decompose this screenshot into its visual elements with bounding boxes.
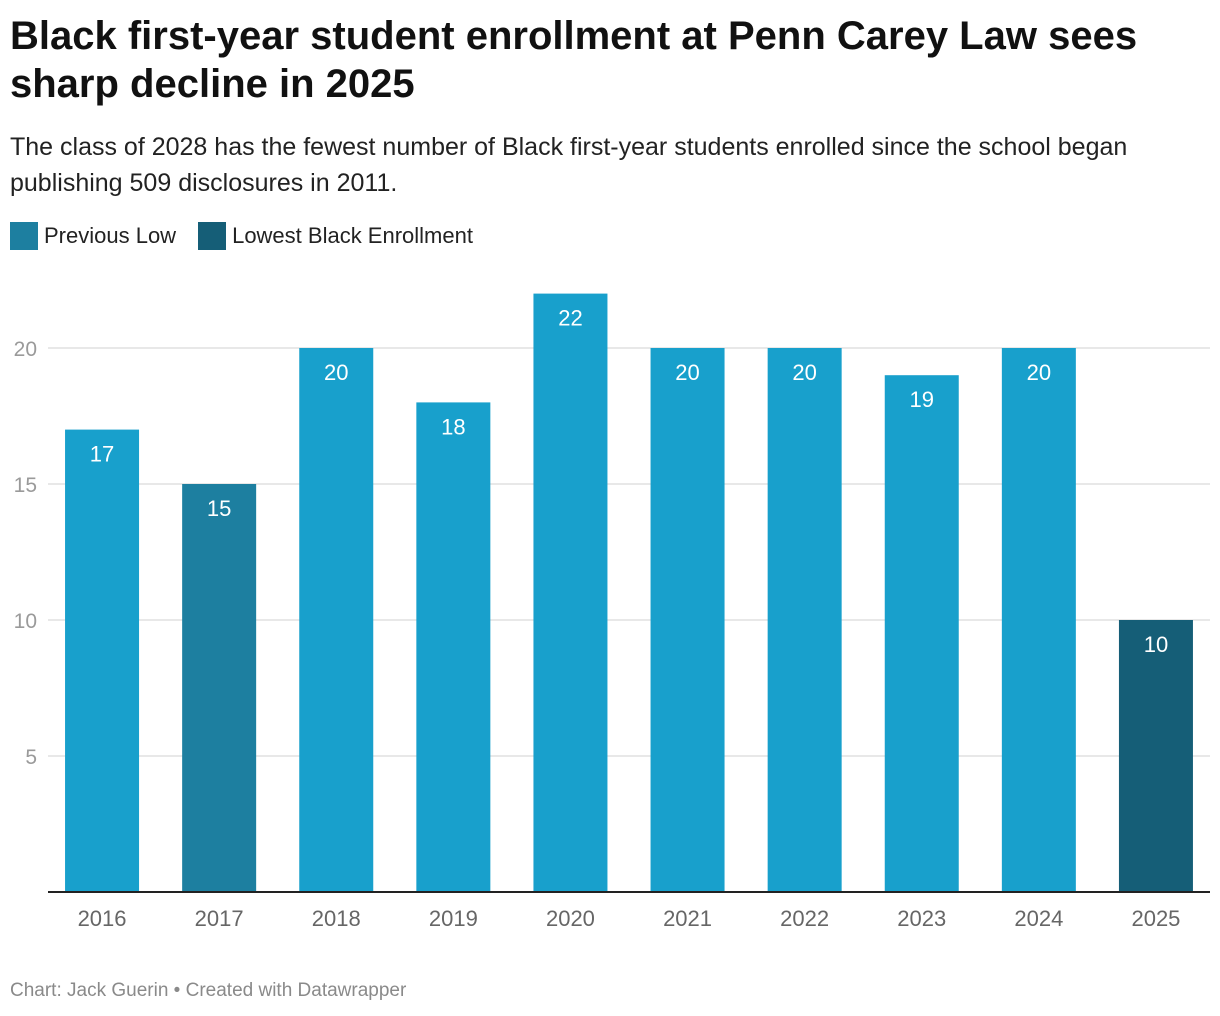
chart-subtitle: The class of 2028 has the fewest number … <box>10 133 1128 197</box>
x-tick-label: 2022 <box>780 906 829 931</box>
chart-credit: Chart: Jack Guerin • Created with Datawr… <box>10 980 407 1001</box>
x-tick-label: 2016 <box>78 906 127 931</box>
y-tick-label: 15 <box>14 474 37 497</box>
x-tick-label: 2021 <box>663 906 712 931</box>
data-label: 17 <box>90 442 114 467</box>
y-tick-label: 20 <box>14 338 37 361</box>
bar <box>884 375 959 892</box>
legend-item-lowest: Lowest Black Enrollment <box>198 222 473 250</box>
x-tick-label: 2020 <box>546 906 595 931</box>
legend-label-lowest: Lowest Black Enrollment <box>232 223 473 248</box>
bar <box>767 348 842 892</box>
data-label: 18 <box>441 414 465 439</box>
legend-label-previous-low: Previous Low <box>44 223 177 248</box>
data-label: 22 <box>558 306 582 331</box>
y-tick-label: 10 <box>14 610 37 633</box>
data-label: 20 <box>675 360 699 385</box>
data-label: 19 <box>910 387 934 412</box>
bar <box>1118 620 1193 892</box>
bar <box>533 293 608 893</box>
data-label: 15 <box>207 496 231 521</box>
data-label: 20 <box>1027 360 1051 385</box>
bar <box>299 348 374 892</box>
x-tick-label: 2023 <box>897 906 946 931</box>
x-tick-label: 2018 <box>312 906 361 931</box>
bar-chart: 5101520172016152017202018182019222020202… <box>14 293 1210 931</box>
legend-swatch-lowest <box>198 222 227 250</box>
bar <box>650 348 725 892</box>
data-label: 20 <box>324 360 348 385</box>
bar <box>416 402 491 892</box>
legend-item-previous-low: Previous Low <box>10 222 176 250</box>
data-label: 10 <box>1144 632 1168 657</box>
y-tick-label: 5 <box>25 746 37 769</box>
x-tick-label: 2024 <box>1014 906 1063 931</box>
x-tick-label: 2025 <box>1131 906 1180 931</box>
bar <box>182 484 257 892</box>
x-tick-label: 2017 <box>195 906 244 931</box>
x-tick-label: 2019 <box>429 906 478 931</box>
bar <box>65 429 140 892</box>
legend-swatch-previous-low <box>10 222 38 250</box>
chart-title: Black first-year student enrollment at P… <box>10 14 1138 106</box>
bar <box>1001 348 1076 892</box>
data-label: 20 <box>792 360 816 385</box>
legend: Previous Low Lowest Black Enrollment <box>10 222 495 250</box>
